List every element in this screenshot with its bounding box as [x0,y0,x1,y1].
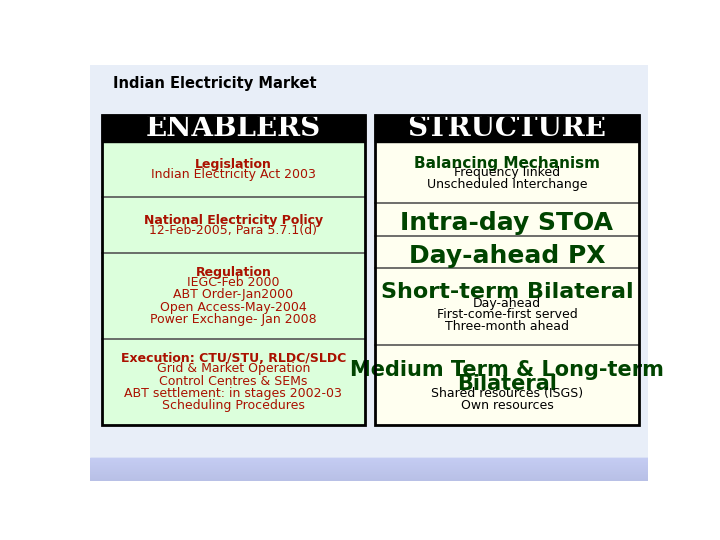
Text: 12-Feb-2005, Para 5.7.1(d): 12-Feb-2005, Para 5.7.1(d) [149,224,318,237]
Bar [90,475,648,476]
Text: Indian Electricity Act 2003: Indian Electricity Act 2003 [151,168,316,181]
Bar [102,115,365,425]
Bar [90,471,648,472]
Text: Open Access-May-2004: Open Access-May-2004 [160,301,307,314]
Text: Balancing Mechanism: Balancing Mechanism [414,156,600,171]
Text: Legislation: Legislation [195,158,272,171]
Text: Indian Electricity Market: Indian Electricity Market [113,76,317,91]
Bar [90,470,648,471]
Text: Bilateral: Bilateral [457,374,557,394]
Bar [90,462,648,463]
Bar [102,115,365,142]
Bar [90,466,648,467]
Text: Shared resources (ISGS): Shared resources (ISGS) [431,387,583,401]
Bar [90,469,648,470]
Text: IEGC-Feb 2000: IEGC-Feb 2000 [187,276,279,289]
Bar [375,142,639,425]
Text: Day-ahead: Day-ahead [473,296,541,309]
Bar [90,461,648,462]
Text: ABT settlement: in stages 2002-03: ABT settlement: in stages 2002-03 [125,387,342,400]
Bar [90,460,648,461]
Bar [90,464,648,465]
Bar [90,478,648,479]
Bar [90,463,648,464]
Text: Grid & Market Operation: Grid & Market Operation [157,362,310,375]
Text: Execution: CTU/STU, RLDC/SLDC: Execution: CTU/STU, RLDC/SLDC [121,353,346,366]
Text: First-come-first served: First-come-first served [436,308,577,321]
Text: Power Exchange- Jan 2008: Power Exchange- Jan 2008 [150,313,317,326]
Text: Medium Term & Long-term: Medium Term & Long-term [350,360,664,380]
Text: Three-month ahead: Three-month ahead [445,320,569,333]
Bar [90,465,648,466]
Bar [102,142,365,425]
Text: National Electricity Policy: National Electricity Policy [144,214,323,227]
Text: Control Centres & SEMs: Control Centres & SEMs [159,375,307,388]
Text: ABT Order-Jan2000: ABT Order-Jan2000 [174,288,294,301]
Bar [90,477,648,478]
Text: Regulation: Regulation [195,266,271,279]
Bar [90,472,648,473]
Text: STRUCTURE: STRUCTURE [408,115,606,142]
Text: Intra-day STOA: Intra-day STOA [400,212,613,235]
Bar [375,115,639,142]
Bar [90,476,648,477]
Text: Unscheduled Interchange: Unscheduled Interchange [427,178,588,191]
Bar [90,457,648,458]
Bar [90,474,648,475]
Bar [90,468,648,469]
Text: Own resources: Own resources [461,399,554,412]
Text: Day-ahead PX: Day-ahead PX [409,244,606,268]
Bar [90,480,648,481]
Text: ENABLERS: ENABLERS [146,115,321,142]
Bar [90,473,648,474]
Text: Short-term Bilateral: Short-term Bilateral [381,282,634,302]
Bar [90,459,648,460]
Text: Frequency linked: Frequency linked [454,166,560,179]
Bar [90,467,648,468]
Text: Scheduling Procedures: Scheduling Procedures [162,400,305,413]
Bar [90,458,648,459]
Bar [90,479,648,480]
Bar [375,115,639,425]
